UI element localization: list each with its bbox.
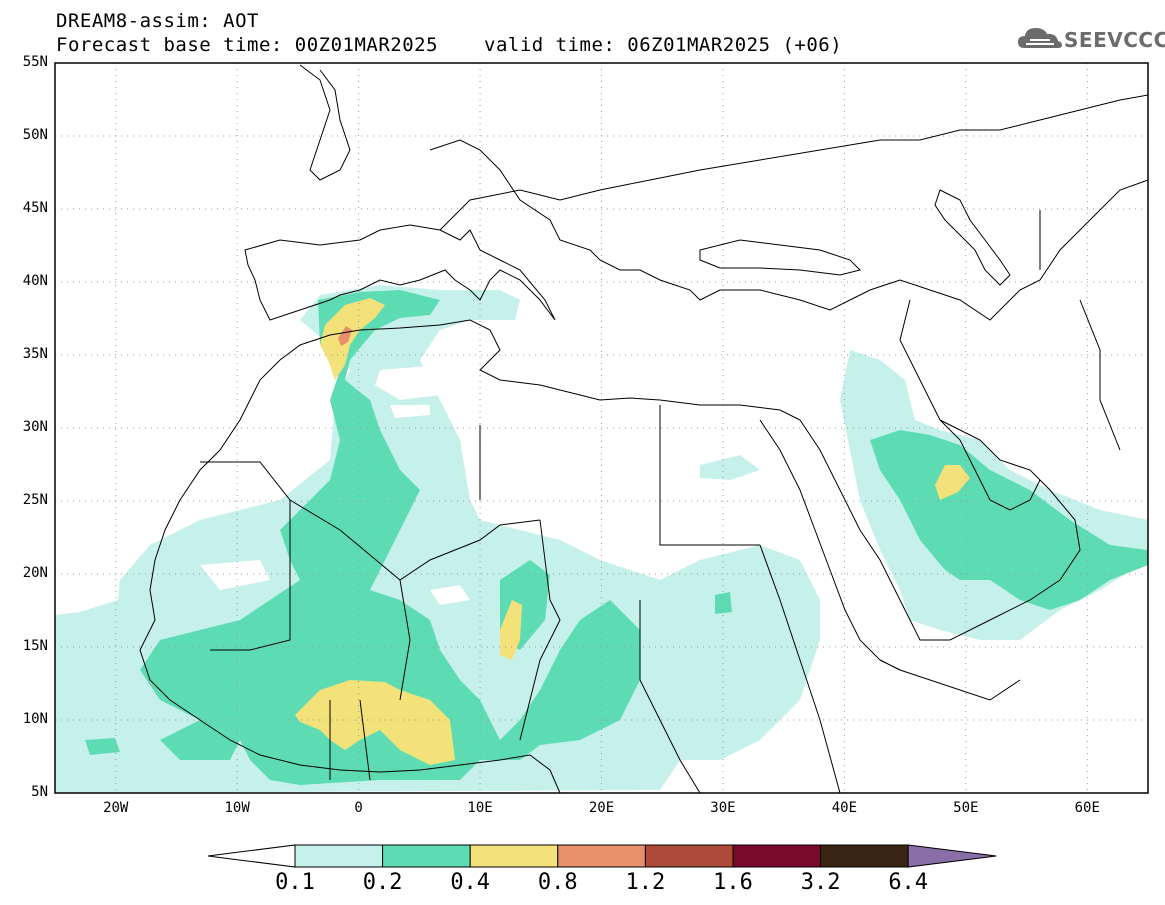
title-line-1: DREAM8-assim: AOT: [56, 10, 259, 32]
colorbar-label: 3.2: [800, 870, 841, 895]
colorbar-label: 0.8: [537, 870, 578, 895]
lon-label: 10W: [224, 800, 250, 816]
colorbar-cell: [732, 844, 822, 868]
colorbar-label: 0.2: [362, 870, 403, 895]
lat-label: 15N: [22, 638, 48, 654]
lon-label: 20E: [588, 800, 615, 816]
colorbar-label: 1.2: [625, 870, 666, 895]
lat-label: 40N: [22, 273, 48, 289]
lat-label: 20N: [22, 565, 48, 581]
lon-label: 40E: [831, 800, 858, 816]
colorbar-cell: [382, 844, 471, 868]
lat-label: 30N: [22, 419, 48, 435]
colorbar-under-triangle: [207, 844, 296, 868]
aot-0.2-region: [85, 290, 1148, 785]
lat-label: 50N: [22, 127, 48, 143]
valid-time: valid time: 06Z01MAR2025 (+06): [484, 34, 843, 56]
colorbar-cell: [820, 844, 909, 868]
colorbar-cell: [294, 844, 384, 868]
colorbar-label: 0.1: [275, 870, 315, 895]
lon-label: 0: [354, 800, 363, 816]
logo-text: SEEVCCC: [1064, 28, 1165, 52]
lon-label: 10E: [467, 800, 493, 816]
lat-label: 10N: [22, 711, 48, 727]
lon-label: 30E: [710, 800, 736, 816]
map-grid: [55, 63, 1148, 793]
lat-label: 25N: [22, 492, 48, 508]
lon-label: 50E: [953, 800, 979, 816]
colorbar-cell: [644, 844, 734, 868]
lat-label: 5N: [31, 784, 48, 800]
lon-label: 20W: [103, 800, 129, 816]
lat-label: 45N: [22, 200, 48, 216]
lat-label: 55N: [22, 54, 48, 70]
title-line-2: Forecast base time: 00Z01MAR2025: [56, 34, 439, 56]
aot-0.8-region: [338, 326, 352, 346]
coastlines: [139, 64, 1148, 793]
colorbar-over-triangle: [907, 844, 997, 868]
colorbar-label: 6.4: [888, 870, 929, 895]
colorbar-cell: [469, 844, 559, 868]
colorbar-cell: [557, 844, 646, 868]
lat-label: 35N: [22, 346, 48, 362]
colorbar-label: 0.4: [450, 870, 491, 895]
cloud-icon: [1018, 28, 1062, 48]
lon-label: 60E: [1074, 800, 1100, 816]
aot-0.4-region: [295, 298, 970, 765]
colorbar-label: 1.6: [713, 870, 753, 895]
